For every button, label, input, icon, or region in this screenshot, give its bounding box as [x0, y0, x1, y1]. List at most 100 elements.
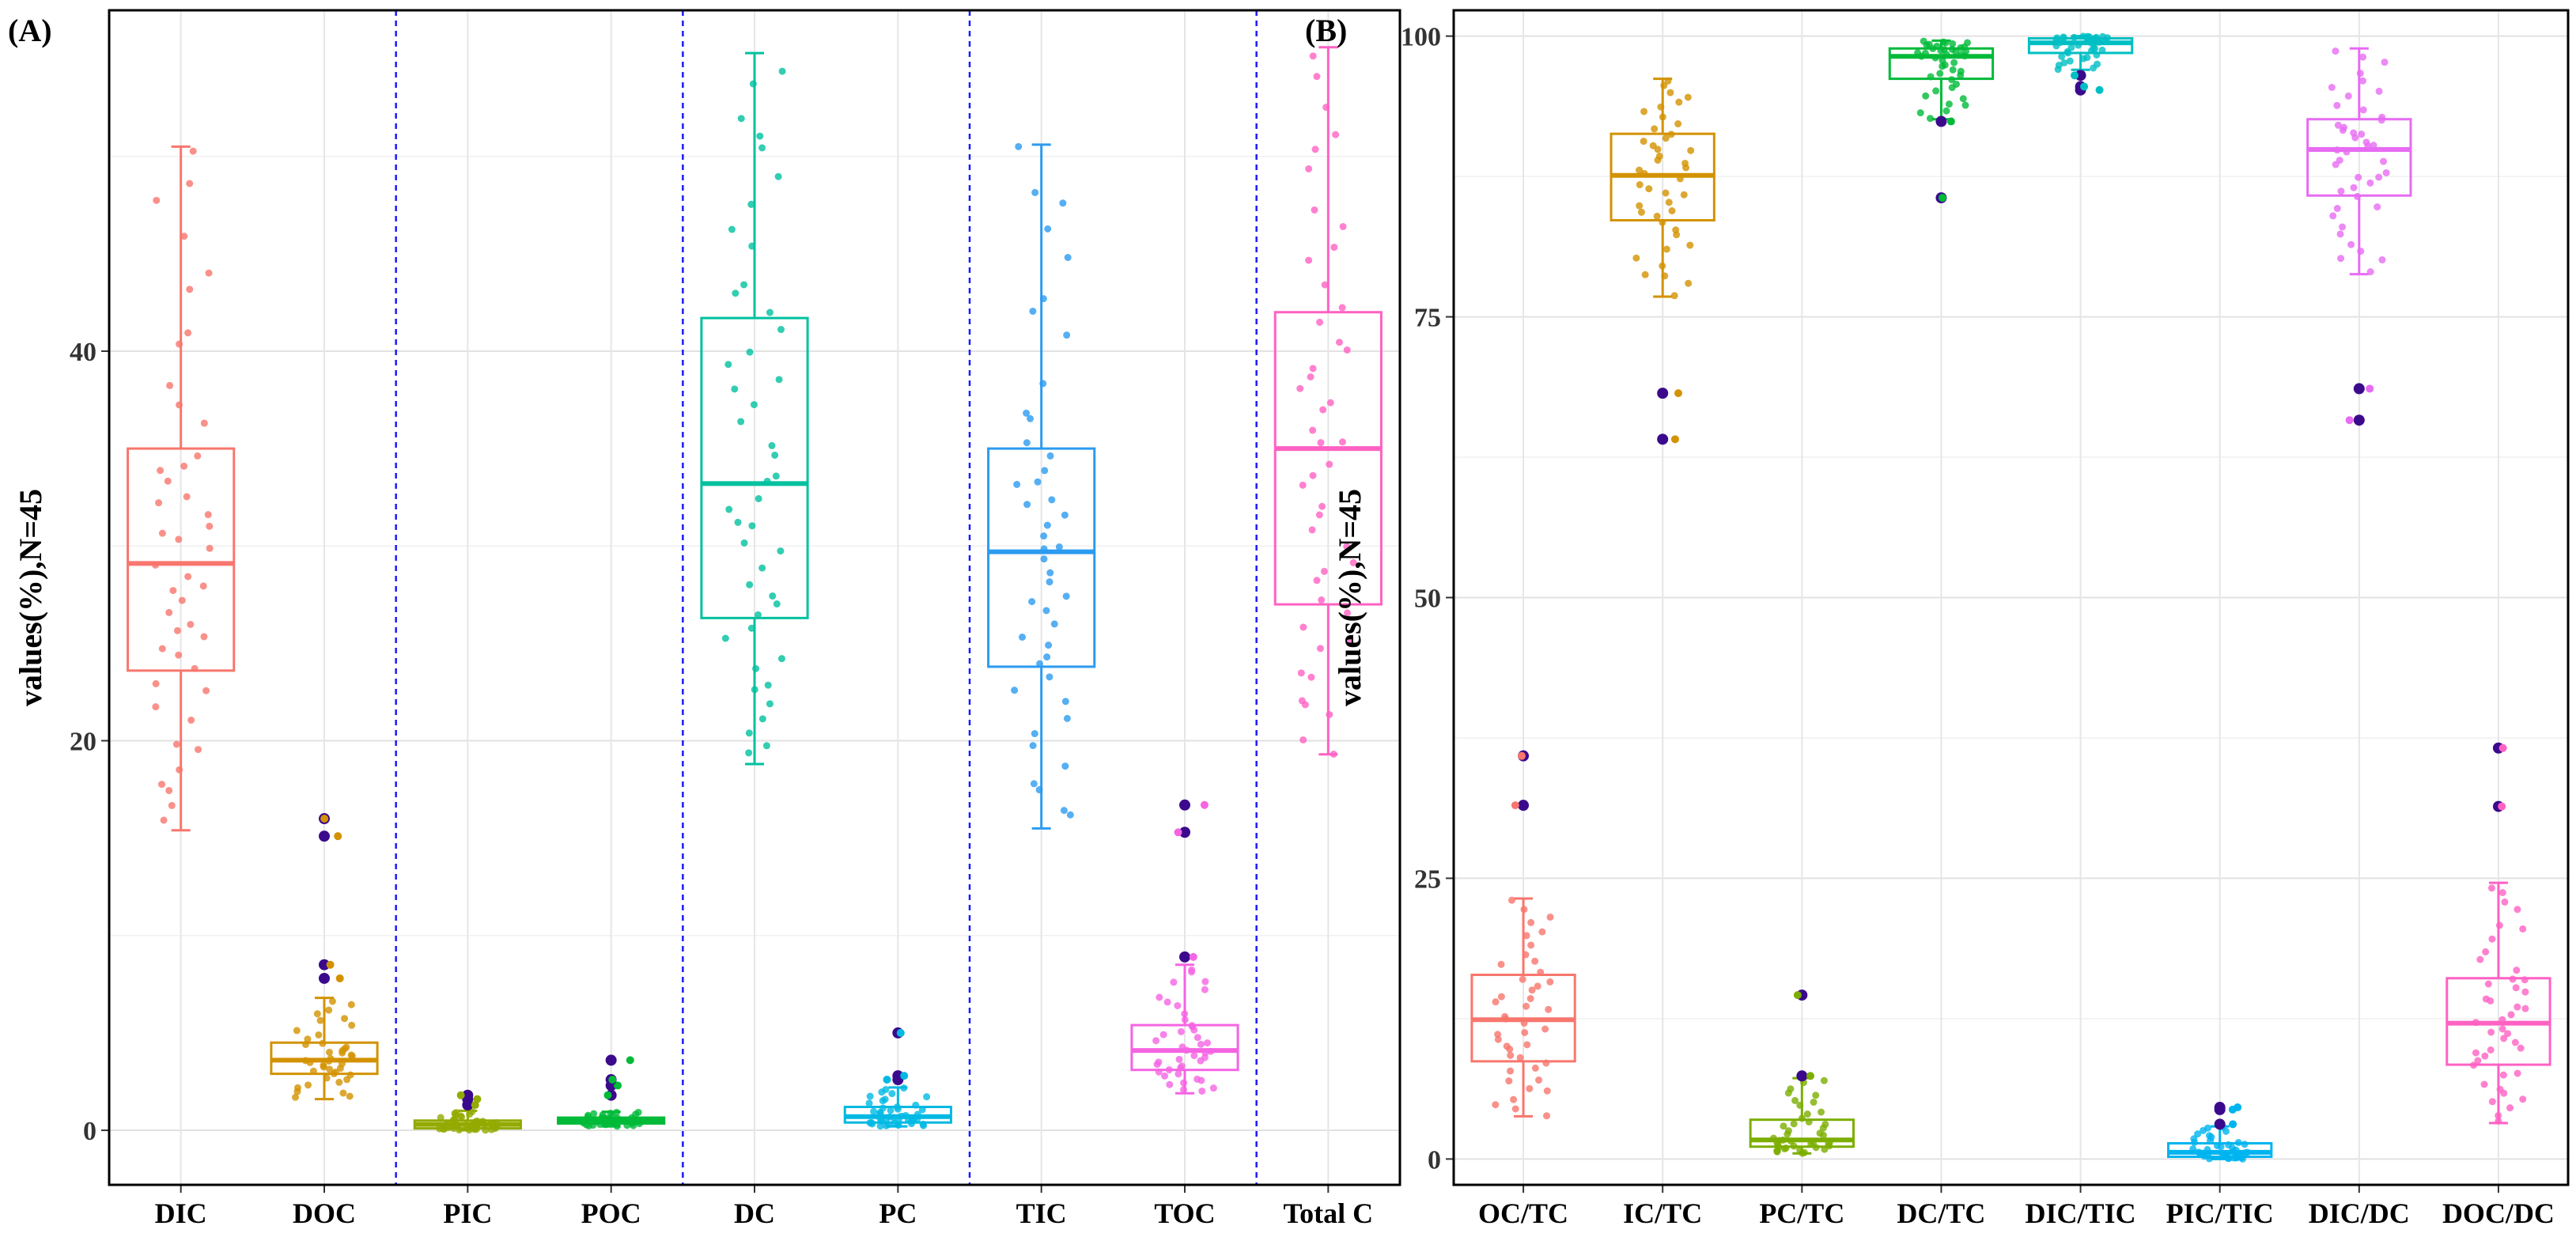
data-point — [339, 1089, 347, 1097]
data-point — [1338, 438, 1346, 446]
outlier-point — [1657, 433, 1669, 445]
data-point — [1040, 545, 1048, 553]
data-point — [1041, 467, 1049, 475]
data-point — [2374, 203, 2381, 211]
data-point — [2344, 92, 2352, 100]
y-tick-label: 40 — [70, 338, 96, 367]
data-point — [1044, 225, 1052, 233]
data-point — [2513, 967, 2521, 974]
data-point — [1326, 460, 1333, 468]
data-point — [1949, 40, 1957, 47]
data-point — [2328, 83, 2336, 91]
data-point — [2498, 743, 2507, 752]
data-point — [1809, 1139, 1817, 1147]
data-point — [1048, 496, 1056, 504]
data-point — [768, 441, 776, 449]
x-tick-label-pc: PC — [879, 1197, 917, 1229]
data-point — [1659, 262, 1666, 270]
data-point — [763, 477, 771, 485]
x-tick-label-pc-tc: PC/TC — [1759, 1197, 1844, 1229]
data-point — [1541, 1025, 1549, 1033]
data-point — [1013, 480, 1021, 488]
data-point — [1494, 1031, 1502, 1039]
data-point — [1662, 189, 1670, 197]
data-point — [1040, 532, 1048, 540]
data-point — [199, 582, 207, 590]
data-point — [194, 452, 202, 460]
data-point — [2366, 384, 2374, 393]
data-point — [1198, 1088, 1206, 1095]
iqr-box — [127, 447, 236, 672]
data-point — [1793, 991, 1802, 1000]
data-point — [2336, 230, 2344, 238]
data-point — [176, 766, 183, 774]
data-point — [1507, 1067, 1515, 1075]
data-point — [772, 472, 780, 480]
outlier-point — [1657, 388, 1669, 399]
data-point — [2070, 33, 2078, 41]
data-point — [1640, 138, 1647, 146]
data-point — [599, 1110, 607, 1118]
plot-border — [108, 9, 1401, 1186]
data-point — [1670, 435, 1679, 444]
data-point — [176, 401, 183, 409]
data-point — [1299, 481, 1307, 489]
data-point — [1055, 543, 1063, 551]
data-point — [335, 974, 344, 982]
panel-label: (B) — [1305, 13, 1347, 48]
data-point — [1046, 673, 1053, 681]
data-point — [1036, 660, 1044, 668]
data-point — [1511, 1105, 1519, 1113]
data-point — [2336, 157, 2343, 165]
data-point — [2357, 248, 2365, 255]
data-point — [2356, 70, 2364, 78]
box-pic-tic — [2167, 1102, 2273, 1163]
data-point — [320, 1061, 327, 1069]
data-point — [1787, 1085, 1795, 1093]
data-point — [1307, 373, 1314, 381]
data-point — [1681, 159, 1689, 167]
data-point — [1492, 1101, 1500, 1109]
data-point — [1308, 526, 1316, 534]
data-point — [1319, 406, 1327, 414]
data-point — [325, 1006, 333, 1014]
data-point — [1343, 346, 1351, 354]
data-point — [2229, 1120, 2237, 1129]
data-point — [607, 1109, 615, 1117]
data-point — [1028, 598, 1036, 606]
data-point — [603, 1091, 612, 1099]
data-point — [1803, 1110, 1811, 1118]
data-point — [751, 686, 758, 694]
outlier-point — [2353, 414, 2365, 426]
data-point — [2487, 1028, 2495, 1036]
data-point — [1200, 800, 1209, 809]
data-point — [1637, 208, 1645, 216]
data-point — [1675, 98, 1683, 106]
data-point — [1636, 166, 1644, 174]
data-point — [1653, 212, 1661, 220]
x-tick-label-toc: TOC — [1154, 1197, 1215, 1229]
data-point — [1299, 623, 1307, 631]
data-point — [346, 1092, 354, 1100]
box-doc-dc — [2445, 742, 2551, 1125]
data-point — [596, 1121, 604, 1129]
data-point — [1936, 70, 1944, 78]
outlier-point — [1179, 827, 1190, 838]
data-point — [1662, 134, 1670, 142]
data-point — [165, 786, 173, 794]
data-point — [1632, 254, 1640, 262]
data-point — [1636, 202, 1644, 210]
data-point — [152, 679, 160, 687]
data-point — [2358, 131, 2366, 138]
outlier-point — [462, 1089, 474, 1101]
data-point — [1029, 307, 1037, 315]
data-point — [764, 681, 772, 689]
data-point — [1545, 1005, 1553, 1013]
data-point — [1501, 1012, 1509, 1020]
data-point — [1497, 960, 1505, 968]
data-point — [175, 651, 183, 659]
data-point — [2381, 59, 2389, 66]
x-tick-label-doc-dc: DOC/DC — [2442, 1197, 2555, 1229]
data-point — [766, 308, 774, 316]
data-point — [315, 1031, 323, 1039]
